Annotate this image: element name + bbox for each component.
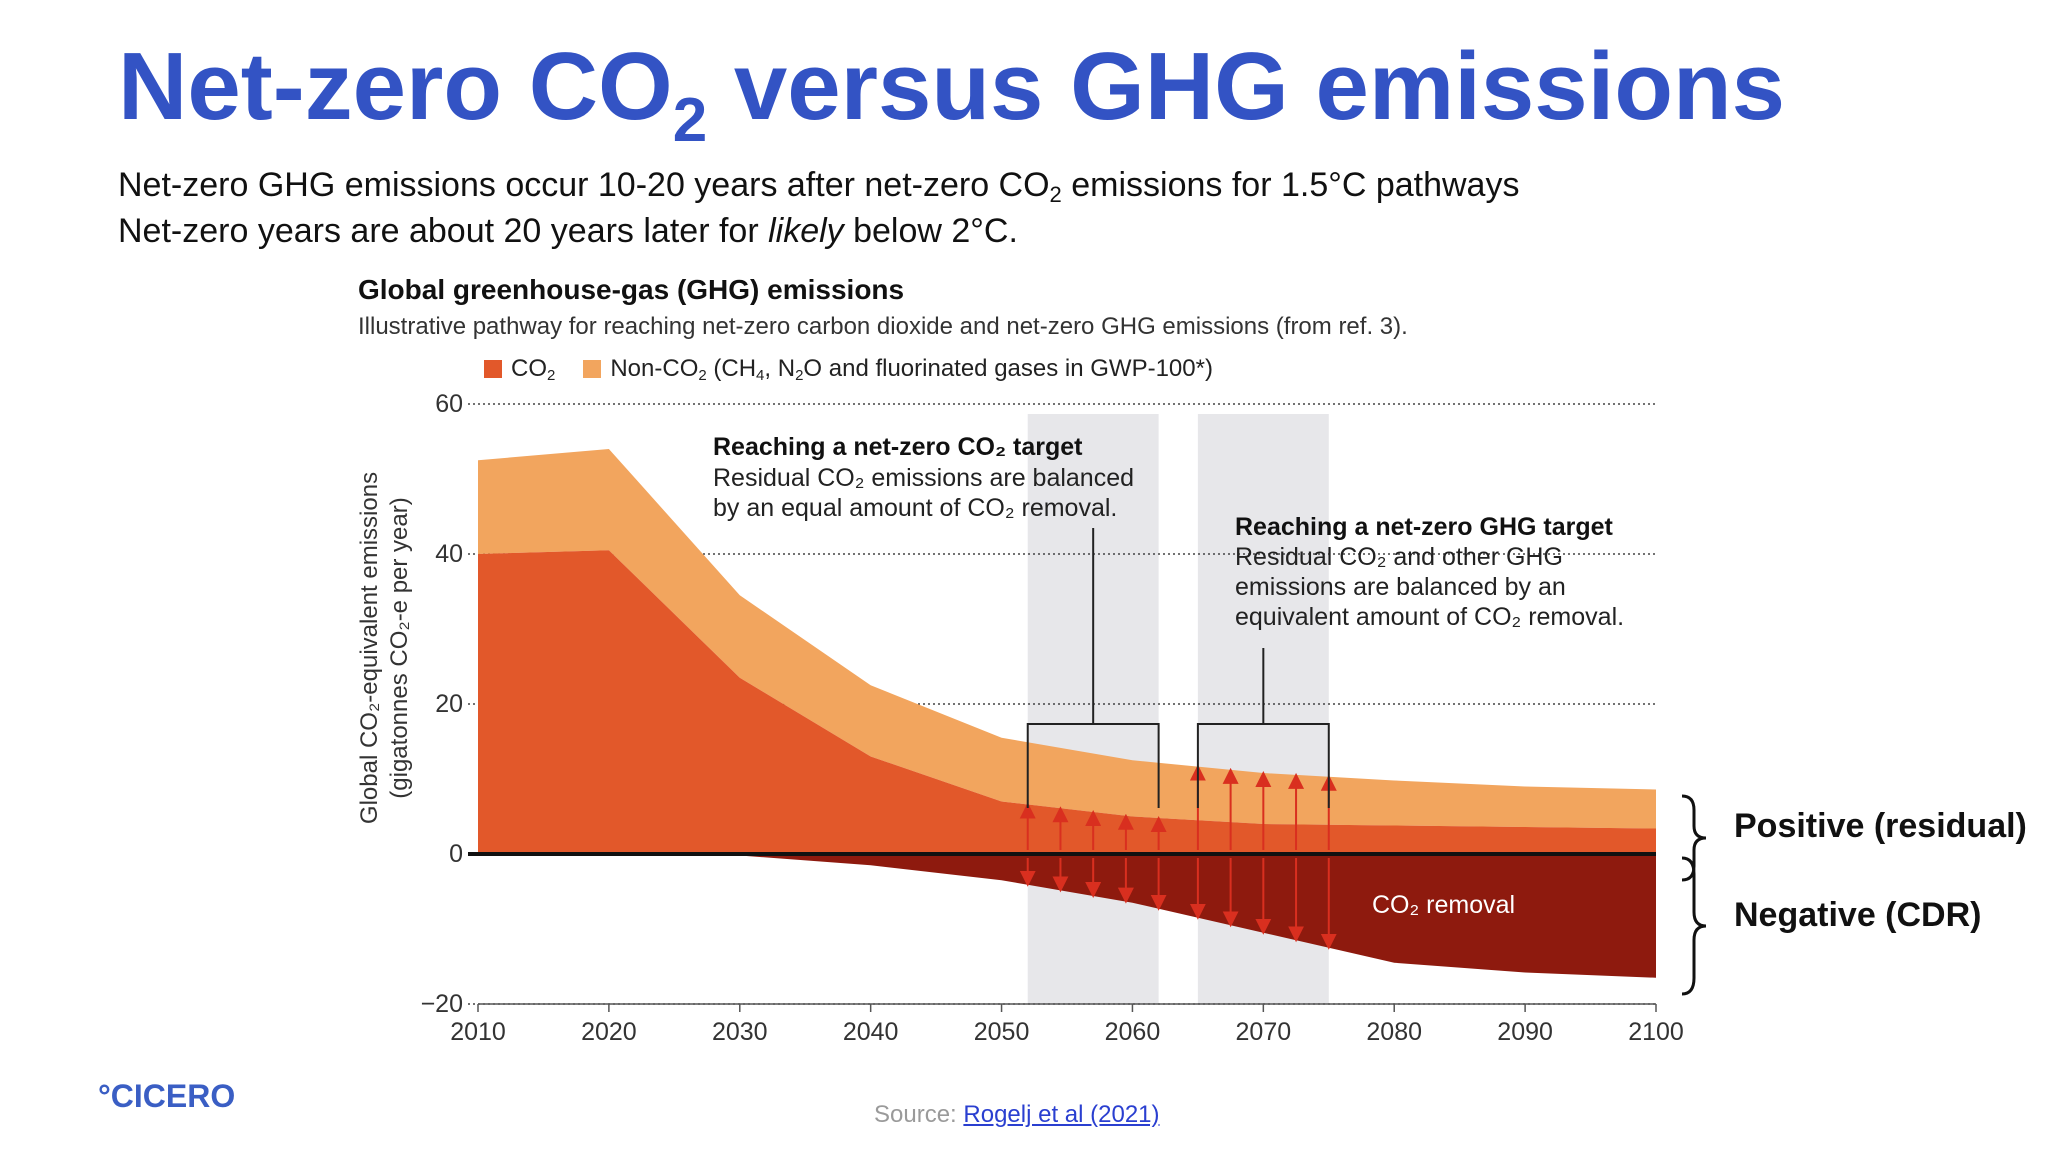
x-tick-label-2020: 2020 <box>581 1018 637 1046</box>
area-non-co2 <box>478 449 1656 829</box>
annotation-ghg-title: Reaching a net-zero GHG target <box>1235 513 1614 541</box>
annotation-co2-line-2: by an equal amount of CO₂ removal. <box>713 494 1117 522</box>
legend-item-non-co2: Non-CO2 (CH4, N2O and fluorinated gases … <box>583 355 1213 383</box>
annotation-co2-line-1: Residual CO₂ emissions are balanced <box>713 464 1134 492</box>
figure-subtitle: Illustrative pathway for reaching net-ze… <box>358 313 1408 340</box>
ylabel-line-1: Global CO₂-equivalent emissions <box>356 472 383 824</box>
source-citation: Source: Rogelj et al (2021) <box>874 1101 1160 1128</box>
brace-label-positive: Positive (residual) <box>1734 807 2027 845</box>
annotation-ghg-line-3: equivalent amount of CO₂ removal. <box>1235 603 1624 631</box>
x-tick-label-2090: 2090 <box>1497 1018 1553 1046</box>
legend-swatch-non-co2 <box>583 360 602 378</box>
cicero-logo: °CICERO <box>98 1078 236 1114</box>
subtitle-line-2: Net-zero years are about 20 years later … <box>118 212 1018 250</box>
x-tick-label-2080: 2080 <box>1366 1018 1422 1046</box>
brace-negative <box>1681 856 1707 996</box>
figure-title: Global greenhouse-gas (GHG) emissions <box>358 274 905 305</box>
annotation-co2-title: Reaching a net-zero CO₂ target <box>713 433 1083 461</box>
co2-target-bracket <box>1026 723 1160 808</box>
legend-label-co2: CO2 <box>511 355 556 384</box>
annotation-ghg-line-2: emissions are balanced by an <box>1235 573 1566 601</box>
source-link[interactable]: Rogelj et al (2021) <box>963 1101 1160 1128</box>
x-tick-label-2050: 2050 <box>974 1018 1030 1046</box>
removal-label: CO₂ removal <box>1372 891 1515 919</box>
x-tick-label-2100: 2100 <box>1628 1018 1684 1046</box>
y-tick-label-20: 20 <box>435 690 463 718</box>
brace-label-negative: Negative (CDR) <box>1734 896 1982 934</box>
y-tick-label-60: 60 <box>435 390 463 418</box>
ghg-target-bracket <box>1196 723 1330 808</box>
slide-title: Net-zero CO2 versus GHG emissions <box>118 33 1785 155</box>
y-tick-label-40: 40 <box>435 540 463 568</box>
legend-item-co2: CO2 <box>484 355 555 383</box>
x-tick-label-2070: 2070 <box>1236 1018 1292 1046</box>
legend-swatch-co2 <box>484 360 502 378</box>
y-tick-label--20: −20 <box>421 990 463 1018</box>
ylabel-line-2: (gigatonnes CO₂-e per year) <box>386 497 413 798</box>
chart-legend: CO2 Non-CO2 (CH4, N2O and fluorinated ga… <box>484 355 1241 383</box>
area-co2-removal <box>478 854 1656 978</box>
x-tick-label-2030: 2030 <box>712 1018 768 1046</box>
x-tick-label-2060: 2060 <box>1105 1018 1161 1046</box>
y-tick-label-0: 0 <box>449 840 463 868</box>
highlight-band-2 <box>1197 414 1329 1004</box>
x-tick-label-2010: 2010 <box>450 1018 506 1046</box>
area-co2 <box>478 550 1656 854</box>
subtitle-line-1: Net-zero GHG emissions occur 10-20 years… <box>118 166 1520 207</box>
brace-positive <box>1681 794 1707 882</box>
x-tick-label-2040: 2040 <box>843 1018 899 1046</box>
highlight-band-1 <box>1027 414 1159 1004</box>
legend-label-non-co2: Non-CO2 (CH4, N2O and fluorinated gases … <box>610 355 1213 384</box>
annotation-ghg-line-1: Residual CO₂ and other GHG <box>1235 543 1563 571</box>
